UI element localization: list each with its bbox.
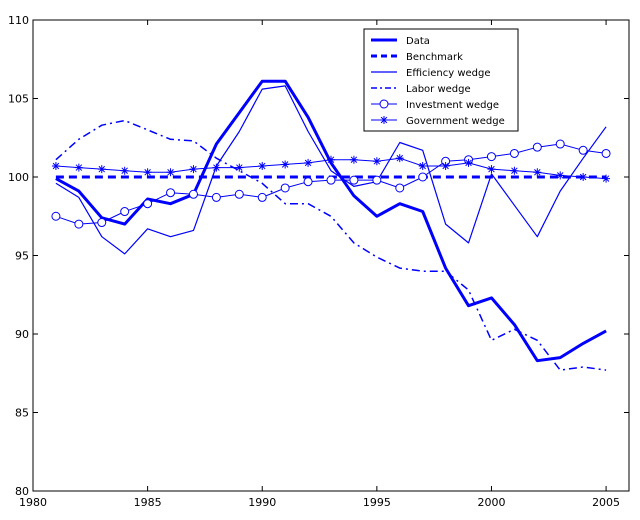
y-tick-label: 85 bbox=[15, 407, 29, 420]
series-government-wedge bbox=[51, 154, 611, 183]
data-point bbox=[74, 163, 83, 172]
data-point bbox=[418, 172, 428, 182]
legend-label-government-wedge: Government wedge bbox=[406, 116, 505, 127]
y-tick-label: 95 bbox=[15, 250, 29, 263]
data-point bbox=[235, 163, 244, 172]
data-point bbox=[464, 158, 473, 167]
legend-label-data: Data bbox=[406, 36, 430, 47]
data-point bbox=[510, 166, 519, 175]
data-point bbox=[487, 165, 496, 174]
x-tick-label: 2005 bbox=[592, 496, 620, 509]
x-tick-label: 1990 bbox=[248, 496, 276, 509]
legend-label-labor-wedge: Labor wedge bbox=[406, 84, 471, 95]
data-point bbox=[280, 183, 290, 193]
legend-label-benchmark: Benchmark bbox=[406, 52, 463, 63]
data-point bbox=[509, 148, 519, 158]
data-point bbox=[188, 189, 198, 199]
series-line-labor-wedge bbox=[55, 119, 607, 371]
data-point bbox=[234, 189, 244, 199]
series-line-efficiency-wedge bbox=[55, 85, 607, 255]
data-point bbox=[555, 139, 565, 149]
data-point bbox=[97, 218, 107, 228]
x-tick-label: 1995 bbox=[363, 496, 391, 509]
data-point bbox=[349, 155, 358, 164]
data-point bbox=[441, 162, 450, 171]
data-point bbox=[143, 168, 152, 177]
data-point bbox=[143, 199, 153, 209]
plot-frame bbox=[32, 19, 630, 492]
data-point bbox=[189, 165, 198, 174]
x-tick-label: 1985 bbox=[134, 496, 162, 509]
data-point bbox=[326, 175, 336, 185]
data-point bbox=[97, 165, 106, 174]
data-point bbox=[51, 211, 61, 221]
y-tick-label: 110 bbox=[8, 14, 29, 27]
data-point bbox=[532, 142, 542, 152]
data-point bbox=[601, 148, 611, 158]
x-tick-label: 2000 bbox=[477, 496, 505, 509]
y-tick-label: 105 bbox=[8, 93, 29, 106]
data-point bbox=[486, 152, 496, 162]
series-labor-wedge bbox=[55, 119, 607, 371]
data-point bbox=[120, 207, 130, 217]
data-point bbox=[327, 155, 335, 164]
data-point bbox=[166, 168, 175, 177]
legend: Data Benchmark Efficiency wedge Labor wedge… bbox=[363, 28, 519, 132]
data-point bbox=[257, 192, 267, 202]
data-point bbox=[533, 168, 542, 177]
data-point bbox=[166, 188, 176, 198]
legend-box bbox=[363, 28, 519, 132]
x-tick-label: 1980 bbox=[19, 496, 47, 509]
y-tick-label: 100 bbox=[8, 171, 29, 184]
data-point bbox=[51, 162, 60, 171]
legend-label-investment-wedge: Investment wedge bbox=[406, 100, 499, 111]
data-point bbox=[372, 157, 381, 166]
data-point bbox=[578, 145, 588, 155]
data-point bbox=[602, 174, 611, 183]
data-point bbox=[258, 162, 267, 171]
data-point bbox=[281, 160, 290, 169]
data-point bbox=[395, 183, 405, 193]
data-point bbox=[372, 175, 382, 185]
y-tick-label: 90 bbox=[15, 328, 29, 341]
legend-marker-government-wedge bbox=[380, 116, 388, 124]
legend-label-efficiency-wedge: Efficiency wedge bbox=[406, 68, 491, 79]
y-tick-label: 80 bbox=[15, 485, 29, 498]
data-point bbox=[395, 154, 404, 163]
data-point bbox=[579, 173, 588, 181]
data-point bbox=[211, 192, 221, 202]
data-point bbox=[349, 175, 359, 185]
data-point bbox=[418, 162, 427, 171]
data-point bbox=[556, 171, 565, 180]
data-point bbox=[212, 163, 221, 172]
axis-ticks: 1980 1985 1990 1995 2000 2005 80 85 90 95 100 105 11… bbox=[8, 14, 629, 509]
data-point bbox=[74, 219, 84, 229]
series-layer bbox=[51, 79, 611, 371]
data-point bbox=[303, 177, 313, 187]
legend-marker-investment-wedge bbox=[379, 99, 389, 109]
series-efficiency-wedge bbox=[55, 85, 607, 255]
series-investment-wedge bbox=[51, 139, 611, 229]
data-point bbox=[304, 158, 313, 167]
data-point bbox=[120, 166, 129, 175]
